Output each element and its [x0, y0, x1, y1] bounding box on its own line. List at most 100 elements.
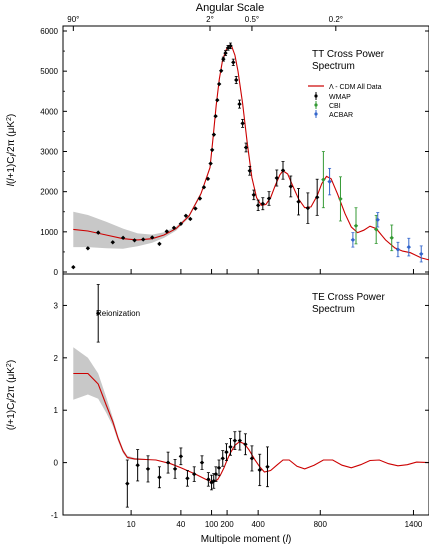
tt-wmap-marker-18: [208, 161, 213, 166]
tt-wmap-point-43: [305, 192, 311, 224]
legend-swatch-acbar: [314, 110, 318, 118]
tt-wmap-marker-31: [237, 101, 242, 107]
tt-wmap-point-29: [231, 58, 236, 66]
tt-wmap-point-24: [218, 68, 224, 73]
tt-y-tick-label-0: 0: [54, 268, 59, 277]
tt-wmap-marker-17: [205, 176, 211, 182]
te-y-tick-label-2: 2: [54, 354, 59, 363]
tt-wmap-point-9: [164, 229, 169, 234]
tt-cbi-marker-0: [321, 177, 326, 182]
tt-wmap-marker-0: [71, 264, 76, 270]
te-wmap-point-24: [265, 446, 270, 488]
te-annotation-reionization: Reionization: [96, 309, 140, 318]
tt-wmap-point-14: [193, 206, 198, 211]
x-tick-label-400: 400: [251, 520, 265, 529]
te-wmap-point-1: [125, 459, 130, 508]
te-wmap-point-6: [172, 459, 178, 479]
tt-wmap-marker-9: [164, 229, 169, 234]
te-wmap-point-14: [213, 466, 219, 482]
tt-wmap-point-35: [251, 189, 256, 201]
tt-wmap-point-44: [314, 178, 320, 216]
te-wmap-point-23: [257, 453, 262, 487]
tt-wmap-point-30: [234, 75, 239, 85]
tt-acbar-point-3: [395, 241, 401, 258]
tt-wmap-marker-34: [247, 168, 252, 173]
tt-model-curve: [73, 44, 429, 261]
legend-swatch-cbi: [314, 101, 318, 109]
te-wmap-marker-9: [192, 471, 197, 477]
te-wmap-marker-24: [265, 464, 270, 469]
tt-wmap-point-19: [209, 147, 215, 153]
tt-wmap-marker-20: [211, 132, 217, 137]
tt-wmap-marker-41: [288, 184, 293, 189]
tt-wmap-marker-24: [218, 68, 224, 73]
te-plot-frame: [62, 273, 429, 516]
te-panel-title-line2: Spectrum: [312, 304, 355, 315]
tt-cbi-marker-4: [389, 235, 394, 241]
tt-y-tick-label-4000: 4000: [40, 107, 58, 116]
tt-wmap-point-5: [132, 238, 137, 243]
tt-wmap-marker-40: [280, 168, 286, 173]
tt-panel-title-line2: Spectrum: [312, 61, 355, 72]
te-wmap-point-15: [216, 459, 222, 477]
te-wmap-marker-22: [249, 456, 255, 461]
te-wmap-point-2: [135, 449, 140, 482]
tt-cbi-marker-3: [373, 227, 379, 232]
te-wmap-marker-15: [216, 465, 222, 471]
tt-cbi-point-0: [321, 151, 326, 209]
tt-wmap-point-21: [213, 113, 218, 119]
tt-wmap-point-34: [247, 165, 252, 176]
tt-wmap-point-18: [208, 161, 213, 166]
tt-wmap-marker-11: [178, 221, 184, 226]
te-wmap-marker-10: [199, 460, 205, 465]
tt-wmap-marker-44: [314, 195, 320, 200]
tt-wmap-point-38: [266, 191, 272, 206]
tt-wmap-point-40: [280, 161, 286, 180]
te-y-tick-label-0: 0: [54, 459, 59, 468]
tt-wmap-point-25: [221, 56, 226, 62]
te-wmap-marker-20: [237, 438, 243, 443]
te-wmap-point-11: [206, 472, 211, 487]
tt-wmap-point-22: [215, 97, 220, 103]
tt-acbar-point-5: [419, 245, 424, 263]
te-wmap-marker-3: [145, 466, 151, 472]
te-wmap-point-21: [243, 433, 248, 456]
te-wmap-marker-17: [224, 449, 229, 455]
x-tick-label-10: 10: [127, 520, 136, 529]
tt-cbi-point-4: [389, 224, 394, 252]
tt-acbar-marker-5: [419, 251, 424, 257]
tt-wmap-point-10: [171, 225, 177, 231]
tt-wmap-marker-35: [251, 192, 256, 198]
te-wmap-marker-4: [157, 475, 162, 480]
x-tick-label-40: 40: [176, 520, 185, 529]
tt-wmap-point-6: [140, 237, 146, 242]
tt-wmap-point-12: [183, 213, 189, 218]
tt-wmap-marker-43: [305, 205, 311, 211]
top-tick-label-2: 0.5°: [245, 15, 259, 24]
tt-acbar-marker-1: [350, 237, 356, 243]
legend-label-wmap: WMAP: [329, 94, 351, 101]
tt-wmap-marker-33: [243, 145, 249, 150]
te-wmap-marker-6: [172, 466, 178, 472]
te-model-curve: [73, 372, 429, 483]
tt-wmap-marker-16: [201, 185, 207, 190]
tt-wmap-marker-14: [193, 206, 198, 211]
tt-acbar-marker-4: [406, 244, 412, 250]
te-plot-area: [73, 284, 429, 508]
tt-legend: Λ - CDM All Data WMAP CBI ACBAR: [308, 84, 382, 119]
tt-wmap-marker-30: [234, 77, 239, 83]
tt-wmap-marker-7: [150, 235, 155, 240]
tt-wmap-point-28: [228, 42, 233, 50]
top-tick-label-3: 0.2°: [329, 15, 343, 24]
tt-wmap-point-4: [120, 235, 126, 241]
tt-wmap-marker-1: [85, 246, 91, 251]
tt-wmap-marker-12: [183, 213, 189, 218]
tt-wmap-marker-36: [255, 203, 261, 208]
tt-wmap-marker-29: [231, 60, 236, 65]
tt-y-tick-label-3000: 3000: [40, 148, 58, 157]
te-wmap-point-4: [157, 466, 162, 489]
x-tick-label-1400: 1400: [405, 520, 423, 529]
x-axis-label: Multipole moment (l): [201, 534, 292, 545]
tt-cbi-point-2: [353, 207, 359, 245]
tt-acbar-point-0: [327, 167, 332, 196]
